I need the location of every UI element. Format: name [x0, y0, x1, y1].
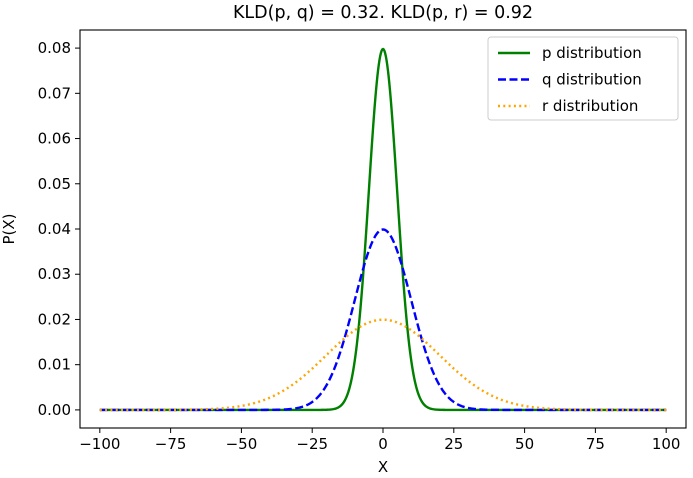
x-tick-label: 0	[378, 435, 388, 453]
x-tick-label: −75	[155, 435, 187, 453]
x-tick-label: 100	[652, 435, 681, 453]
y-tick-label: 0.06	[38, 130, 71, 148]
x-tick-label: −25	[296, 435, 328, 453]
y-tick-label: 0.08	[38, 39, 71, 57]
legend: p distribution q distribution r distributi…	[487, 36, 679, 121]
chart-title: KLD(p, q) = 0.32. KLD(p, r) = 0.92	[233, 3, 533, 23]
y-tick-label: 0.05	[38, 175, 71, 193]
x-tick-label: 50	[515, 435, 534, 453]
plot-frame	[79, 29, 687, 429]
series-layer	[99, 47, 667, 412]
y-axis-label: P(X)	[0, 213, 18, 244]
x-tick-label: 25	[444, 435, 463, 453]
x-tick-label: −50	[226, 435, 258, 453]
series-line-q	[99, 228, 667, 412]
x-tick-label: −100	[79, 435, 120, 453]
y-tick-label: 0.00	[38, 401, 71, 419]
x-axis-label: X	[378, 458, 388, 476]
ticks-layer: −100 −75 −50 −25 0 25 50 75 100 0.00 0.01 0.02 0.03 0…	[38, 39, 681, 453]
y-tick-label: 0.03	[38, 265, 71, 283]
legend-label: q distribution	[542, 71, 642, 89]
legend-items: p distribution q distribution r distributi…	[498, 44, 642, 115]
y-tick-label: 0.07	[38, 84, 71, 102]
legend-label: p distribution	[542, 44, 642, 62]
legend-label: r distribution	[542, 97, 638, 115]
y-tick-label: 0.01	[38, 356, 71, 374]
legend-box	[487, 36, 679, 121]
y-tick-label: 0.02	[38, 310, 71, 328]
x-tick-label: 75	[586, 435, 605, 453]
y-tick-label: 0.04	[38, 220, 71, 238]
